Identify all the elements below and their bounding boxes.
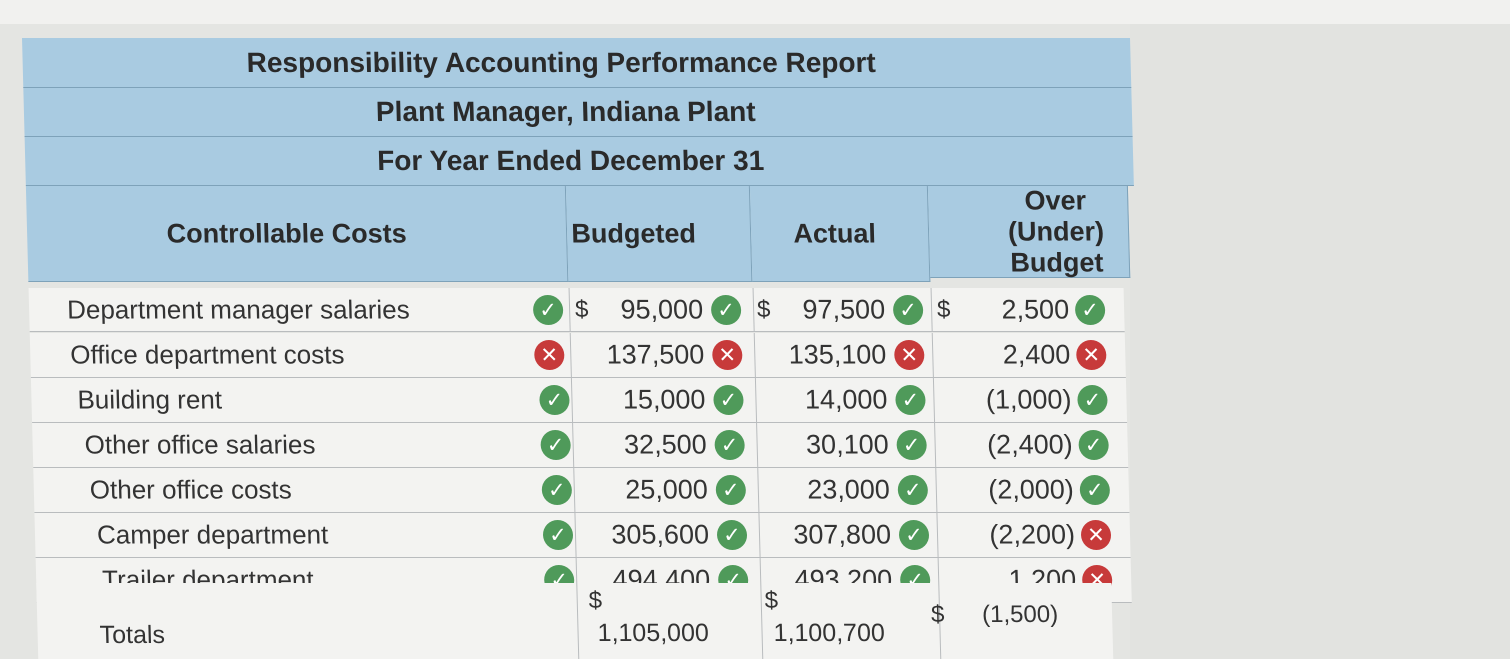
variance-value: (2,400)	[986, 429, 1074, 460]
row-label: Camper department	[96, 519, 329, 550]
table-row: Camper department ✓ 305,600 ✓ 307,800 ✓ …	[34, 513, 1131, 558]
table-row: Other office salaries ✓ 32,500 ✓ 30,100 …	[32, 423, 1129, 468]
x-icon: ✕	[1075, 340, 1107, 370]
column-header-budgeted-label: Budgeted	[570, 218, 697, 248]
row-label: Other office costs	[89, 474, 293, 505]
column-header-budgeted: Budgeted	[565, 186, 753, 282]
check-icon: ✓	[539, 385, 570, 415]
budgeted-value: 25,000	[624, 474, 709, 505]
x-icon: ✕	[533, 340, 565, 370]
actual-value: 307,800	[792, 519, 892, 550]
totals-variance-value: (1,500)	[981, 601, 1059, 628]
variance-value: (2,000)	[987, 474, 1075, 505]
totals-actual-dollar: $	[764, 587, 779, 614]
report-title-band: Responsibility Accounting Performance Re…	[22, 38, 1132, 88]
table-row: Office department costs ✕ 137,500 ✕ 135,…	[29, 333, 1126, 378]
actual-value: 135,100	[788, 339, 887, 370]
check-icon: ✓	[1074, 294, 1106, 325]
budgeted-value: 32,500	[623, 429, 708, 460]
report-subtitle: Plant Manager, Indiana Plant	[375, 96, 756, 127]
check-icon: ✓	[1079, 475, 1111, 505]
column-header-costs-label: Controllable Costs	[166, 218, 408, 248]
actual-value: 14,000	[804, 384, 888, 415]
check-icon: ✓	[716, 520, 748, 550]
check-icon: ✓	[542, 520, 574, 550]
actual-value: 30,100	[805, 429, 890, 460]
report-period: For Year Ended December 31	[376, 145, 765, 176]
table-row: Department manager salaries ✓ $ 95,000 ✓…	[28, 288, 1125, 332]
column-header-variance: Over (Under) Budget	[927, 185, 1131, 278]
budgeted-dollar: $	[574, 295, 589, 323]
check-icon: ✓	[714, 430, 746, 460]
variance-value: 2,400	[1002, 339, 1071, 370]
totals-label: Totals	[99, 621, 166, 649]
totals-actual-value: 1,100,700	[773, 619, 886, 647]
report-period-band: For Year Ended December 31	[24, 137, 1134, 186]
variance-dollar: $	[936, 295, 951, 323]
row-label: Department manager salaries	[66, 294, 410, 324]
x-icon: ✕	[711, 340, 743, 370]
x-icon: ✕	[893, 340, 925, 370]
x-icon: ✕	[1080, 520, 1112, 550]
budgeted-value: 305,600	[610, 519, 710, 550]
check-icon: ✓	[532, 294, 564, 325]
column-header-actual-label: Actual	[792, 218, 877, 248]
table-row: Other office costs ✓ 25,000 ✓ 23,000 ✓ (…	[33, 468, 1130, 513]
totals-variance-dollar: $	[930, 601, 945, 628]
check-icon: ✓	[715, 475, 747, 505]
budgeted-value: 15,000	[622, 384, 706, 415]
row-label: Other office salaries	[84, 429, 316, 460]
top-strip	[0, 0, 1510, 24]
check-icon: ✓	[895, 385, 926, 415]
report-subtitle-band: Plant Manager, Indiana Plant	[23, 88, 1133, 137]
actual-dollar: $	[756, 295, 771, 323]
check-icon: ✓	[540, 430, 572, 460]
variance-header-line2: (Under)	[1007, 216, 1105, 246]
performance-report: Responsibility Accounting Performance Re…	[22, 38, 1146, 659]
totals-budgeted-dollar: $	[588, 587, 603, 614]
variance-value: 2,500	[1001, 294, 1070, 324]
check-icon: ✓	[713, 385, 744, 415]
check-icon: ✓	[541, 475, 573, 505]
variance-header-line3: Budget	[1009, 247, 1104, 277]
check-icon: ✓	[896, 430, 928, 460]
variance-value: (2,200)	[989, 519, 1076, 550]
check-icon: ✓	[1077, 385, 1108, 415]
variance-value: (1,000)	[985, 384, 1072, 415]
background-area	[1130, 24, 1510, 659]
budgeted-value: 95,000	[620, 294, 704, 324]
check-icon: ✓	[710, 294, 742, 325]
check-icon: ✓	[898, 520, 930, 550]
column-header-actual: Actual	[749, 186, 931, 282]
check-icon: ✓	[892, 294, 924, 325]
totals-budgeted-value: 1,105,000	[597, 619, 710, 647]
column-header-costs: Controllable Costs	[25, 186, 569, 282]
row-label: Building rent	[77, 384, 223, 415]
totals-row: Totals $ 1,105,000 $ 1,100,700 $ (1,500)	[36, 583, 1114, 659]
variance-header-line1: Over	[1024, 185, 1087, 215]
check-icon: ✓	[897, 475, 929, 505]
check-icon: ✓	[1078, 430, 1110, 460]
actual-value: 23,000	[806, 474, 891, 505]
budgeted-value: 137,500	[606, 339, 705, 370]
actual-value: 97,500	[802, 294, 886, 324]
column-header-variance-label: Over (Under) Budget	[983, 185, 1129, 278]
report-title: Responsibility Accounting Performance Re…	[246, 46, 877, 78]
row-label: Office department costs	[69, 339, 345, 370]
table-row: Building rent ✓ 15,000 ✓ 14,000 ✓ (1,000…	[30, 378, 1128, 423]
